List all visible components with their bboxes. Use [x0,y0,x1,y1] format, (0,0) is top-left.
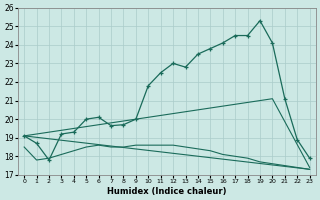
X-axis label: Humidex (Indice chaleur): Humidex (Indice chaleur) [107,187,227,196]
